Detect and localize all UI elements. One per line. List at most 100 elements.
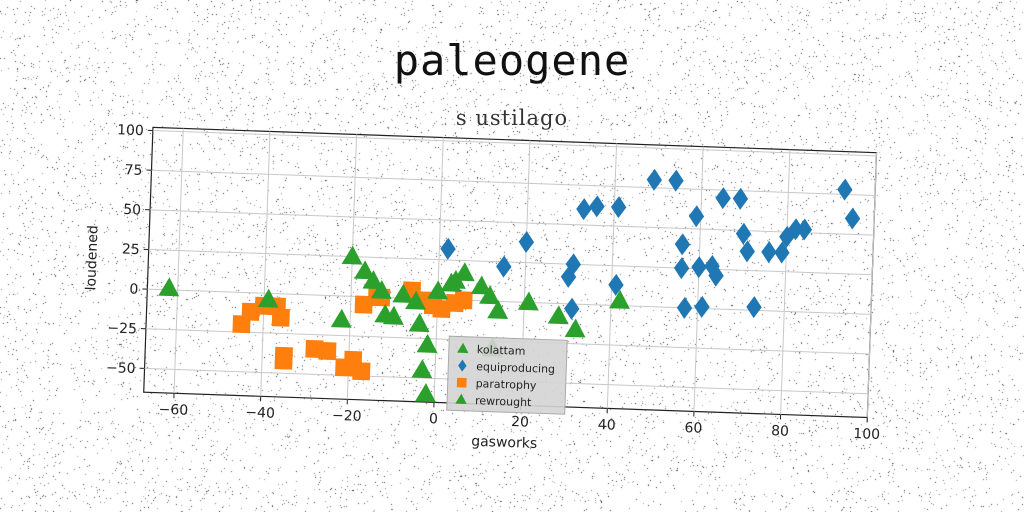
paratrophy-point — [454, 291, 473, 310]
chart-title: paleogene — [393, 36, 631, 85]
rewrought-point — [354, 260, 376, 280]
equiproducing-point — [608, 273, 624, 296]
rewrought-point — [382, 305, 404, 325]
legend-marker-equiproducing — [458, 359, 467, 372]
equiproducing-point — [715, 187, 731, 210]
grid-lines — [144, 128, 878, 418]
equiproducing-point — [796, 218, 813, 241]
axis-ticks: −60 −40 −20 0 20 40 60 80 100 100 75 50 25 0 −25 −50 — [106, 122, 881, 443]
rewrought-point — [609, 289, 630, 309]
rewrought-point — [427, 280, 449, 300]
paratrophy-point — [352, 362, 371, 381]
rewrought-point — [341, 245, 363, 265]
x-tick-label: 60 — [684, 420, 702, 437]
legend-label-rewrought: rewrought — [475, 394, 532, 409]
rewrought-point — [414, 383, 436, 403]
equiproducing-point — [694, 295, 710, 318]
legend-marker-paratrophy — [456, 377, 467, 388]
paratrophy-point — [274, 346, 293, 365]
x-grid-line — [260, 131, 271, 397]
equiproducing-point — [564, 297, 580, 320]
y-grid-line — [151, 169, 876, 196]
equiproducing-point — [440, 237, 456, 260]
x-tick-label: 0 — [429, 411, 438, 427]
rewrought-point — [408, 313, 430, 333]
equiproducing-point — [761, 241, 777, 264]
rewrought-point — [405, 290, 427, 310]
rewrought-point — [487, 299, 509, 319]
x-tick-label: 40 — [598, 417, 616, 434]
rewrought-point — [362, 270, 384, 290]
rewrought-point — [158, 277, 180, 297]
equiproducing-point — [746, 296, 762, 319]
rewrought-point — [411, 359, 433, 379]
x-grid-line — [780, 149, 791, 415]
legend-marker-kolattam — [457, 342, 469, 354]
equiproducing-point — [668, 169, 684, 192]
x-grid-line — [866, 152, 878, 418]
x-tick-label: 100 — [853, 426, 880, 443]
rewrought-point — [392, 283, 414, 303]
equiproducing-point — [676, 296, 693, 319]
equiproducing-point — [610, 196, 627, 219]
legend-label-equiproducing: equiproducing — [476, 360, 555, 376]
rewrought-point — [370, 279, 392, 300]
x-tick-label: −40 — [245, 405, 275, 422]
y-tick-label: 50 — [123, 202, 141, 219]
equiproducing-point — [732, 187, 749, 210]
legend-box — [446, 335, 568, 415]
equiproducing-point — [739, 240, 755, 263]
equiproducing-point — [774, 241, 790, 264]
x-grid-line — [173, 128, 184, 394]
data-points — [158, 168, 861, 403]
rewrought-point — [564, 318, 586, 338]
y-tick-label: −50 — [106, 360, 136, 377]
equiproducing-point — [708, 264, 724, 287]
equiproducing-point — [704, 254, 720, 277]
y-grid-line — [152, 130, 877, 157]
equiproducing-point — [688, 205, 705, 228]
x-tick-label: −60 — [158, 402, 188, 419]
rewrought-point — [453, 262, 475, 282]
equiproducing-point — [735, 222, 752, 245]
chart-subtitle: s ustilago — [455, 106, 569, 130]
x-tick-label: 20 — [511, 414, 529, 431]
rewrought-point — [517, 291, 539, 311]
rewrought-point — [479, 285, 500, 305]
equiproducing-point — [837, 178, 853, 201]
y-tick-label: 25 — [122, 242, 140, 259]
equiproducing-point — [646, 168, 663, 191]
x-grid-line — [433, 137, 444, 403]
equiproducing-point — [576, 198, 592, 221]
y-tick-label: 100 — [117, 122, 144, 139]
equiproducing-point — [844, 207, 861, 230]
rewrought-point — [257, 288, 279, 308]
y-grid-line — [150, 209, 874, 236]
x-grid-line — [693, 146, 704, 412]
equiproducing-point — [788, 218, 804, 241]
equiproducing-point — [674, 233, 691, 256]
paratrophy-point — [271, 308, 290, 327]
y-tick-label: 0 — [129, 282, 138, 298]
x-axis-label: gasworks — [471, 434, 537, 452]
x-grid-line — [606, 143, 618, 409]
equiproducing-point — [496, 255, 512, 278]
equiproducing-point — [673, 257, 690, 280]
rewrought-point — [470, 275, 492, 295]
y-tick-label: −25 — [107, 320, 137, 337]
rewrought-point — [416, 333, 438, 354]
rewrought-point — [330, 308, 352, 328]
y-axis-label: loudened — [83, 225, 101, 291]
rewrought-point — [547, 305, 569, 325]
equiproducing-point — [589, 195, 605, 218]
y-grid-line — [148, 248, 873, 276]
x-tick-label: −20 — [332, 408, 362, 425]
y-tick-label: 75 — [124, 162, 142, 179]
equiproducing-point — [691, 256, 707, 279]
equiproducing-point — [518, 231, 535, 254]
legend-label-kolattam: kolattam — [477, 343, 526, 358]
x-tick-label: 80 — [771, 423, 789, 440]
